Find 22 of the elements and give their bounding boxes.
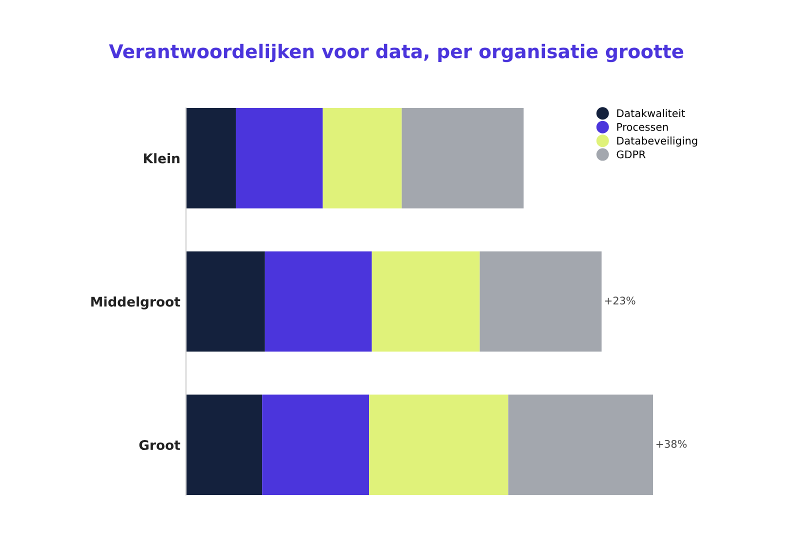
legend-label: GDPR bbox=[616, 150, 646, 158]
bar bbox=[480, 251, 602, 352]
annotation: +23% bbox=[605, 296, 636, 305]
bar bbox=[186, 251, 265, 352]
bar bbox=[186, 108, 236, 208]
bar bbox=[402, 108, 524, 208]
bar bbox=[186, 394, 262, 495]
y-tick-label: Klein bbox=[144, 153, 180, 164]
y-tick-label: Groot bbox=[139, 440, 180, 450]
legend-label: Datakwaliteit bbox=[617, 109, 686, 118]
y-tick-label: Middelgroot bbox=[91, 296, 180, 310]
legend-label: Processen bbox=[617, 123, 668, 131]
chart-title: Verantwoordelijken voor data, per organisatie grootte bbox=[108, 44, 684, 62]
bar bbox=[369, 394, 508, 495]
bar bbox=[264, 251, 372, 352]
annotation: +38% bbox=[656, 440, 687, 448]
legend-label: Databeveiliging bbox=[617, 136, 698, 147]
bar bbox=[508, 394, 653, 495]
bar bbox=[262, 394, 370, 495]
bar bbox=[372, 251, 480, 352]
bar bbox=[322, 108, 402, 208]
bar bbox=[236, 108, 323, 208]
